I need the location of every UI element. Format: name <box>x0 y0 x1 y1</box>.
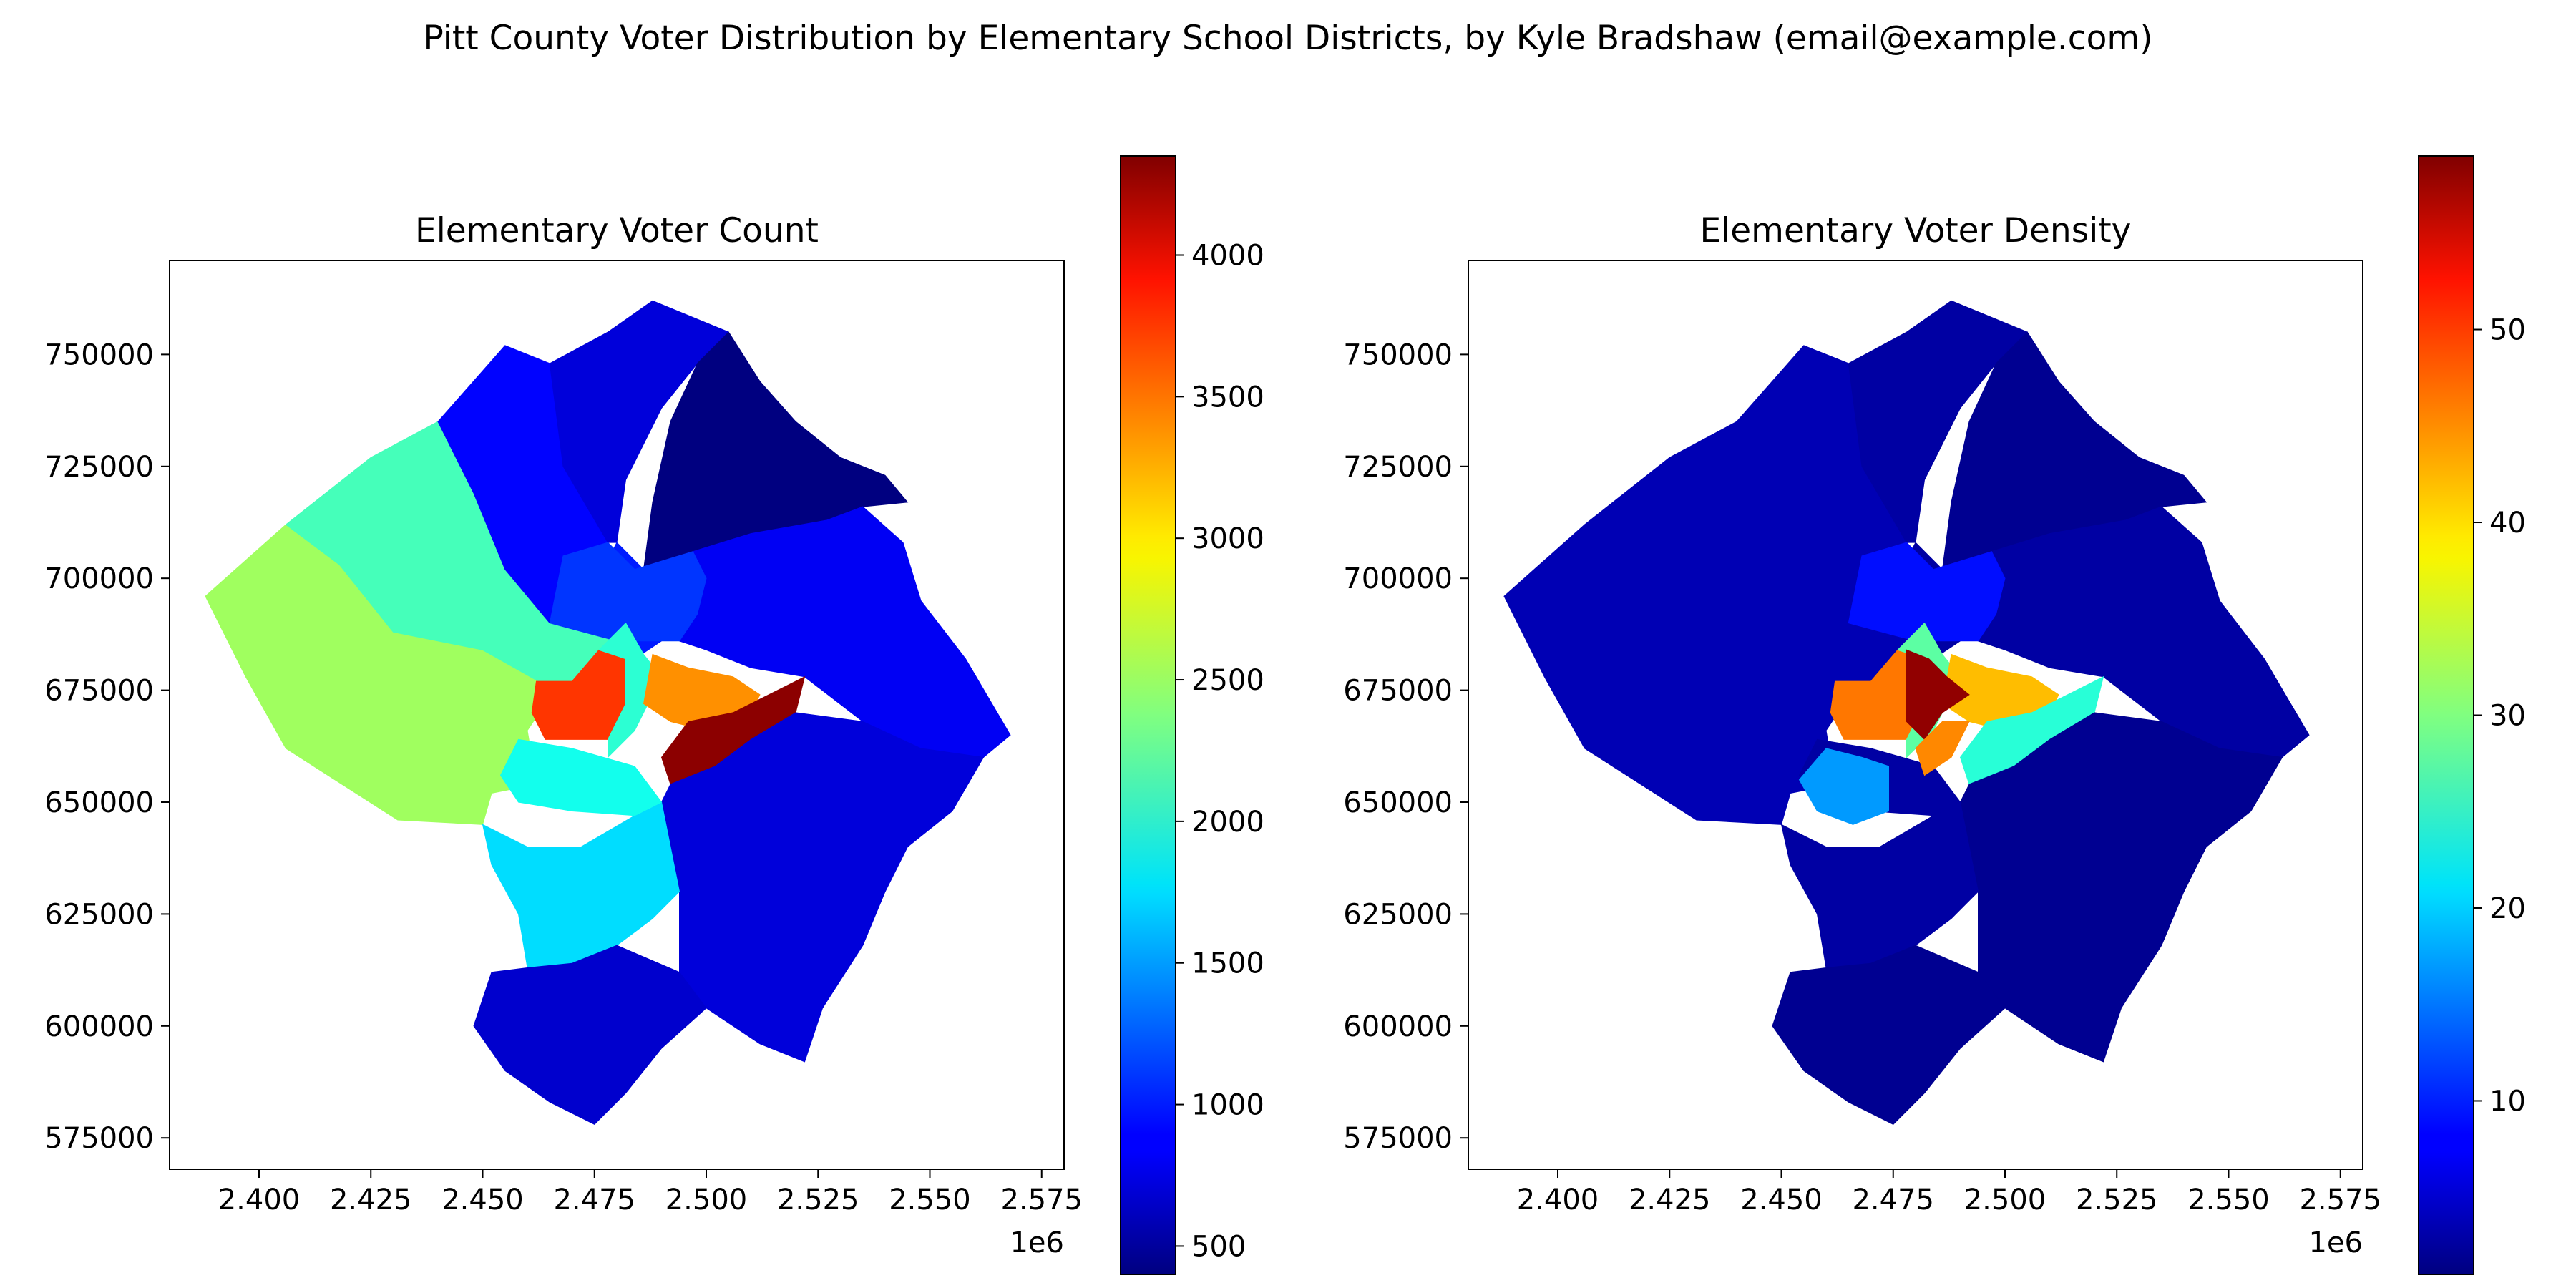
region-core-north <box>1906 649 1970 741</box>
y-tick-label: 750000 <box>1343 338 1453 371</box>
x-tick-label: 2.400 <box>1517 1184 1599 1216</box>
colorbar-tick-label: 30 <box>2489 700 2526 733</box>
colorbar-tick-label: 2000 <box>1191 806 1264 839</box>
x-tick-label: 2.425 <box>1629 1184 1711 1216</box>
x-tick-label: 2.525 <box>777 1184 859 1216</box>
region-north <box>1848 300 2029 543</box>
y-tick-label: 700000 <box>44 562 154 595</box>
x-offset-label: 1e6 <box>2308 1226 2363 1259</box>
y-tick-label: 625000 <box>44 898 154 931</box>
colorbar: 500 1000 1500 2000 2500 3000 3500 4000 <box>1120 155 1264 1275</box>
y-tick-label: 750000 <box>44 338 154 371</box>
colorbar-tick-label: 3500 <box>1191 381 1264 414</box>
colorbar-tick-label: 1000 <box>1191 1089 1264 1122</box>
x-tick-label: 2.500 <box>665 1184 748 1216</box>
y-tick-label: 700000 <box>1343 562 1453 595</box>
y-tick-label: 725000 <box>44 451 154 484</box>
x-offset-label: 1e6 <box>1010 1226 1064 1259</box>
map-regions <box>205 300 1011 1126</box>
region-south <box>1772 945 2006 1126</box>
x-tick-label: 2.425 <box>330 1184 412 1216</box>
region-southwest-core <box>1798 748 1889 825</box>
chart-title: Elementary Voter Density <box>1699 211 2131 250</box>
x-tick-label: 2.575 <box>2299 1184 2381 1216</box>
x-tick-label: 2.475 <box>553 1184 635 1216</box>
x-tick-label: 2.450 <box>441 1184 524 1216</box>
x-tick-label: 2.500 <box>1964 1184 2046 1216</box>
x-tick-label: 2.550 <box>2187 1184 2270 1216</box>
x-tick-label: 2.400 <box>218 1184 301 1216</box>
axes-frame <box>169 260 1065 1170</box>
colorbar-tick-label: 20 <box>2489 892 2526 925</box>
colorbar-tick-label: 10 <box>2489 1085 2526 1118</box>
colorbar-tick-label: 50 <box>2489 314 2526 347</box>
colorbar-gradient <box>1120 155 1176 1275</box>
colorbar-tick-label: 4000 <box>1191 239 1264 272</box>
voter-count-panel: Elementary Voter Count 2.400 2.425 2.450 2.4… <box>44 155 1264 1275</box>
y-tick-label: 575000 <box>44 1122 154 1155</box>
colorbar: 10 20 30 40 50 <box>2418 155 2526 1275</box>
x-tick-label: 2.450 <box>1740 1184 1823 1216</box>
y-tick-label: 575000 <box>1343 1122 1453 1155</box>
x-tick-label: 2.550 <box>889 1184 971 1216</box>
y-tick-label: 600000 <box>1343 1010 1453 1043</box>
map-regions <box>1503 300 2310 1126</box>
y-tick-label: 725000 <box>1343 451 1453 484</box>
axes-frame <box>1468 260 2363 1170</box>
y-tick-label: 675000 <box>1343 675 1453 708</box>
region-south-center-2 <box>499 738 663 816</box>
x-tick-label: 2.525 <box>2076 1184 2158 1216</box>
y-tick-label: 675000 <box>44 675 154 708</box>
voter-density-panel: Elementary Voter Density 2.400 2.425 2.450 2… <box>1343 155 2526 1275</box>
colorbar-tick-label: 500 <box>1191 1230 1246 1263</box>
y-tick-label: 650000 <box>1343 786 1453 819</box>
y-tick-label: 625000 <box>1343 898 1453 931</box>
region-center-north <box>1848 542 2006 642</box>
region-south-center <box>1780 801 1979 969</box>
colorbar-tick-label: 40 <box>2489 507 2526 540</box>
chart-title: Elementary Voter Count <box>415 211 819 250</box>
region-center-north <box>549 542 707 642</box>
y-tick-label: 650000 <box>44 786 154 819</box>
y-tick-label: 600000 <box>44 1010 154 1043</box>
colorbar-tick-label: 3000 <box>1191 522 1264 555</box>
colorbar-gradient <box>2418 155 2474 1275</box>
region-south-center <box>482 801 680 969</box>
region-south <box>473 945 707 1126</box>
figure-title: Pitt County Voter Distribution by Elemen… <box>423 19 2153 58</box>
colorbar-tick-label: 1500 <box>1191 947 1264 980</box>
region-north <box>549 300 730 543</box>
x-tick-label: 2.475 <box>1852 1184 1934 1216</box>
colorbar-tick-label: 2500 <box>1191 664 1264 697</box>
region-core-south <box>1915 721 1970 776</box>
x-tick-label: 2.575 <box>1000 1184 1083 1216</box>
region-center <box>598 622 663 758</box>
